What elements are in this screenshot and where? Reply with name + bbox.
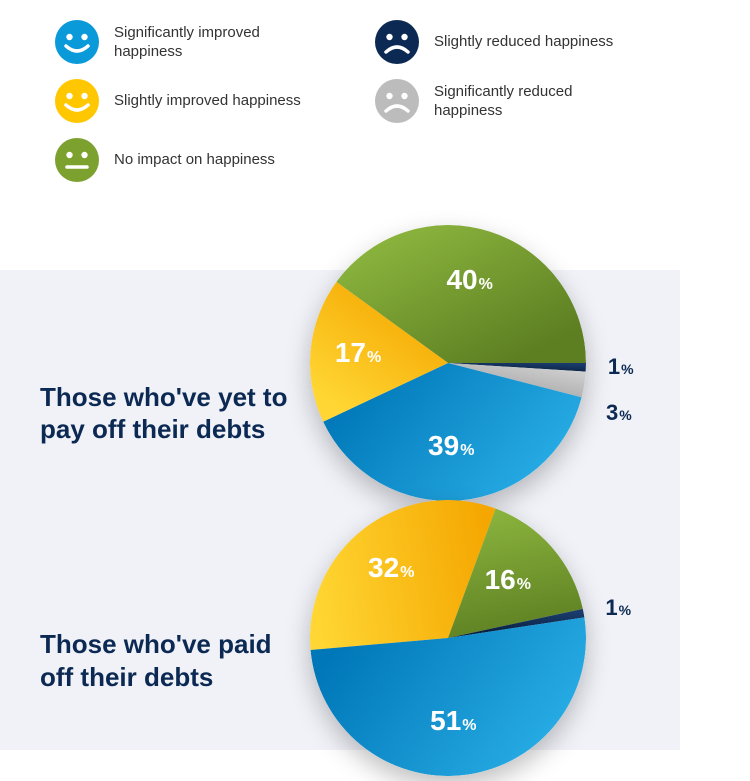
legend-label: Slightly reduced happiness [434, 32, 613, 52]
smile-icon [55, 79, 99, 123]
legend-label: Slightly improved happiness [114, 91, 301, 111]
legend-item-slight-reduced: Slightly reduced happiness [375, 20, 695, 64]
legend-item-sig-improved: Significantly improved happiness [55, 20, 375, 64]
legend-item-no-impact: No impact on happiness [55, 138, 375, 182]
chart-title: Those who've yet to pay off their debts [0, 381, 310, 446]
pie-svg [310, 225, 586, 501]
neutral-icon [55, 138, 99, 182]
pie-chart-yet-to-pay: 40%39%17%1%3% [310, 225, 586, 501]
chart-title: Those who've paid off their debts [0, 628, 310, 693]
legend-item-slight-improved: Slightly improved happiness [55, 79, 375, 123]
chart-row-paid-off: Those who've paid off their debts 32%16%… [0, 500, 586, 776]
pie-chart-paid-off: 32%16%51%1% [310, 500, 586, 776]
pie-svg [310, 500, 586, 776]
legend-item-sig-reduced: Significantly reduced happiness [375, 79, 695, 123]
legend-label: Significantly improved happiness [114, 23, 324, 62]
frown-icon [375, 79, 419, 123]
smile-icon [55, 20, 99, 64]
chart-row-yet-to-pay: Those who've yet to pay off their debts … [0, 225, 586, 501]
legend-label: Significantly reduced happiness [434, 82, 644, 121]
frown-icon [375, 20, 419, 64]
legend-label: No impact on happiness [114, 150, 275, 170]
legend: Significantly improved happiness Slightl… [0, 0, 700, 197]
